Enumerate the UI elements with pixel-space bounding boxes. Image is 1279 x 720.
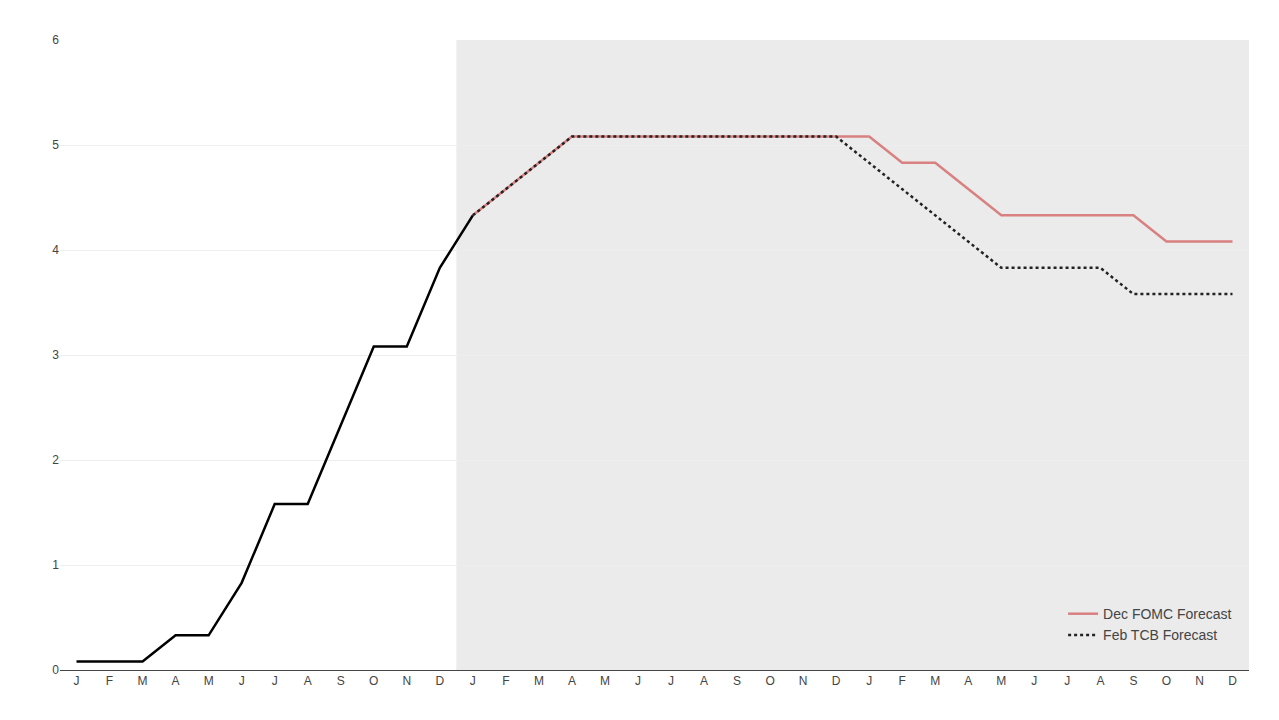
svg-text:4: 4 — [52, 243, 59, 257]
svg-text:A: A — [172, 674, 180, 688]
svg-text:J: J — [866, 674, 872, 688]
svg-text:A: A — [304, 674, 312, 688]
svg-text:M: M — [138, 674, 148, 688]
svg-text:5: 5 — [52, 138, 59, 152]
svg-text:S: S — [733, 674, 741, 688]
svg-text:D: D — [1228, 674, 1237, 688]
svg-text:A: A — [1096, 674, 1104, 688]
svg-text:J: J — [239, 674, 245, 688]
svg-text:O: O — [765, 674, 774, 688]
svg-text:N: N — [402, 674, 411, 688]
svg-text:F: F — [106, 674, 113, 688]
svg-text:J: J — [74, 674, 80, 688]
svg-text:S: S — [337, 674, 345, 688]
svg-text:1: 1 — [52, 558, 59, 572]
svg-text:M: M — [996, 674, 1006, 688]
svg-text:J: J — [272, 674, 278, 688]
svg-text:M: M — [600, 674, 610, 688]
svg-text:O: O — [1162, 674, 1171, 688]
svg-text:J: J — [1031, 674, 1037, 688]
svg-text:Dec FOMC Forecast: Dec FOMC Forecast — [1103, 606, 1231, 622]
svg-text:A: A — [568, 674, 576, 688]
svg-text:6: 6 — [52, 33, 59, 47]
svg-text:F: F — [502, 674, 509, 688]
svg-text:J: J — [470, 674, 476, 688]
svg-text:A: A — [964, 674, 972, 688]
svg-text:Feb TCB Forecast: Feb TCB Forecast — [1103, 627, 1217, 643]
svg-text:M: M — [204, 674, 214, 688]
svg-text:N: N — [799, 674, 808, 688]
svg-text:N: N — [1195, 674, 1204, 688]
svg-text:O: O — [369, 674, 378, 688]
svg-text:M: M — [534, 674, 544, 688]
svg-text:J: J — [1064, 674, 1070, 688]
svg-text:D: D — [832, 674, 841, 688]
svg-text:F: F — [899, 674, 906, 688]
svg-text:D: D — [435, 674, 444, 688]
svg-text:2: 2 — [52, 453, 59, 467]
svg-text:J: J — [635, 674, 641, 688]
svg-text:J: J — [668, 674, 674, 688]
svg-text:S: S — [1129, 674, 1137, 688]
svg-text:0: 0 — [52, 663, 59, 677]
svg-text:M: M — [930, 674, 940, 688]
svg-text:A: A — [700, 674, 708, 688]
svg-text:3: 3 — [52, 348, 59, 362]
